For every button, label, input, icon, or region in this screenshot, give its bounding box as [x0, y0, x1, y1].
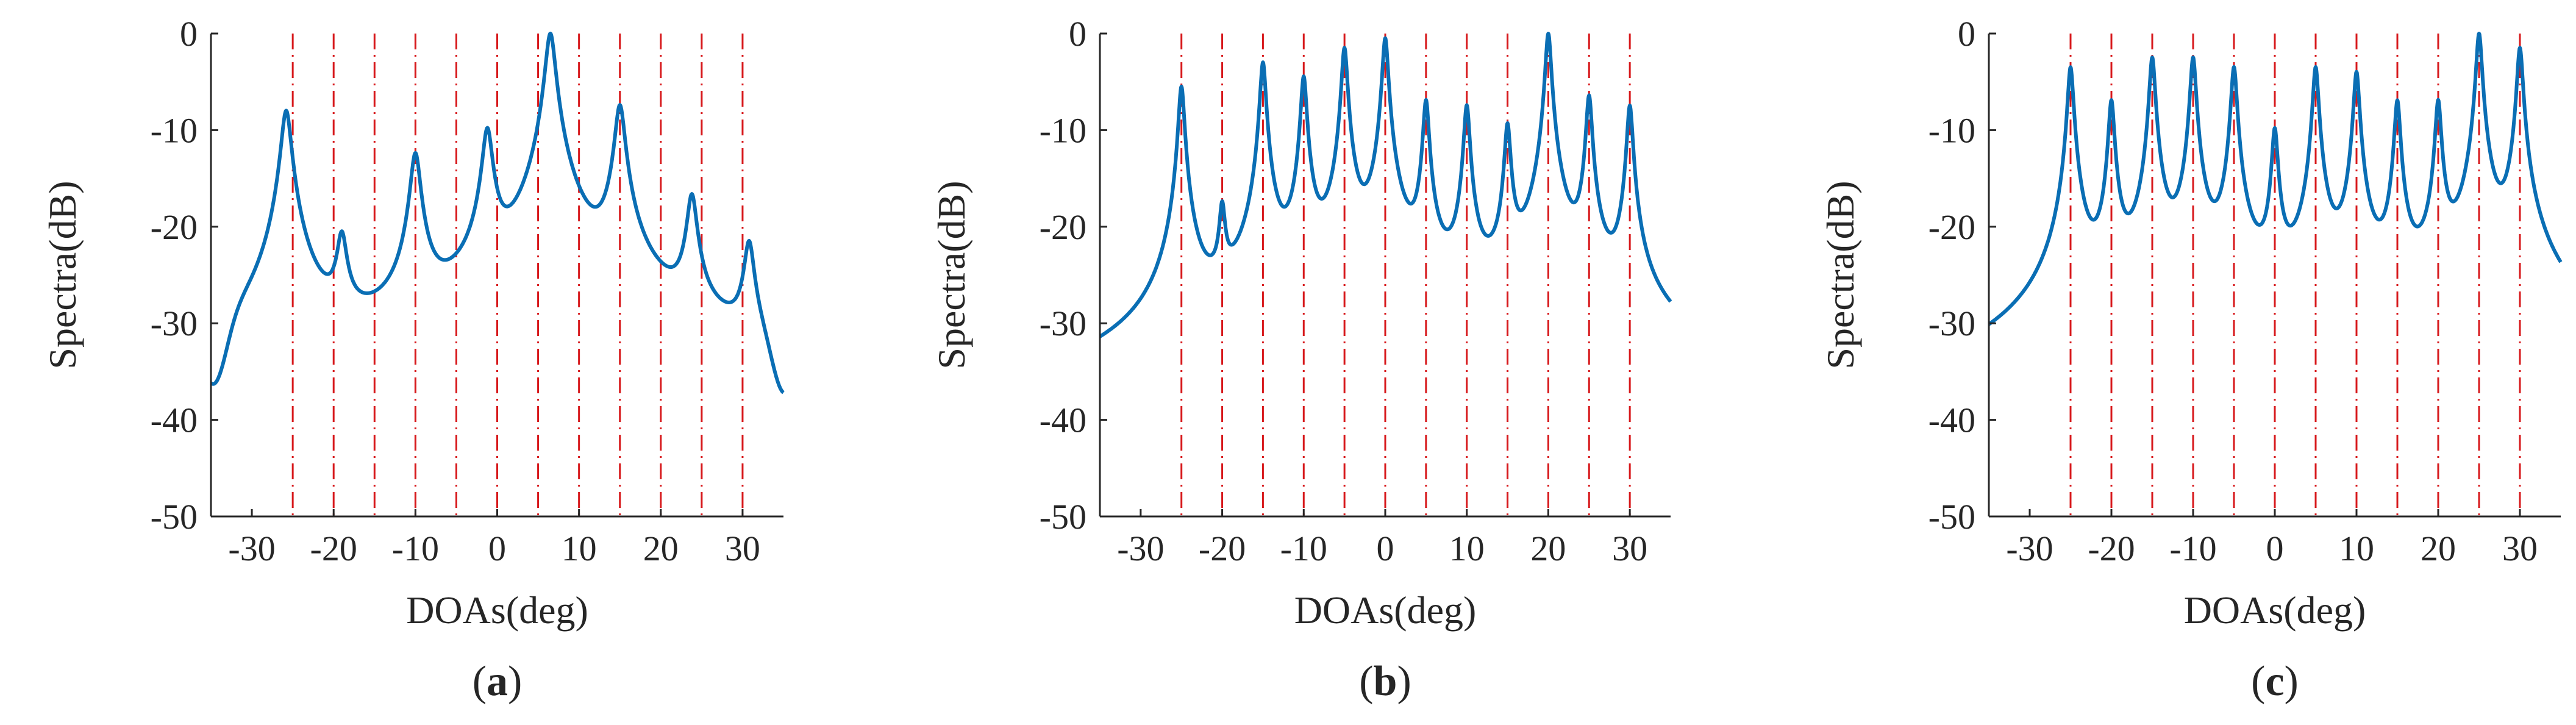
panel-b: -30 -20 -10 0 10 20 30 0 -10 -20 -30 -40 -50 DOAs(deg…	[930, 14, 1672, 705]
x-tick-label: 0	[1377, 529, 1394, 568]
x-axis-label: DOAs(deg)	[406, 588, 588, 632]
y-tick-label: -40	[1040, 401, 1086, 440]
x-axis-label: DOAs(deg)	[1294, 588, 1477, 632]
x-tick-label: 30	[725, 529, 760, 568]
x-tick-label: -10	[392, 529, 439, 568]
spectrum-curve	[1987, 32, 2563, 326]
y-tick-label: -40	[151, 401, 198, 440]
x-tick-label: 10	[2339, 529, 2374, 568]
x-tick-label: 10	[562, 529, 597, 568]
y-axis-label: Spectra(dB)	[41, 180, 84, 369]
panel-a: -30 -20 -10 0 10 20 30 0 -10 -20 -30 -40 -50 DOAs(deg…	[41, 14, 785, 705]
x-tick-label: 30	[2502, 529, 2538, 568]
y-tick-label: -30	[151, 304, 198, 343]
x-tick-label: -30	[228, 529, 275, 568]
y-axis-label: Spectra(dB)	[930, 180, 973, 369]
x-tick-label: -30	[1117, 529, 1164, 568]
y-tick-label: 0	[180, 14, 198, 54]
y-tick-label: -50	[1928, 497, 1975, 537]
x-tick-label: 20	[643, 529, 679, 568]
y-tick-label: -20	[1040, 207, 1086, 247]
y-tick-label: -50	[1040, 497, 1086, 537]
y-tick-label: 0	[1958, 14, 1975, 54]
x-tick-label: -20	[310, 529, 357, 568]
x-tick-label: -10	[1280, 529, 1327, 568]
x-tick-label: -20	[1199, 529, 1246, 568]
y-tick-label: -10	[151, 110, 198, 150]
y-tick-label: -50	[151, 497, 198, 537]
x-tick-label: 20	[1530, 529, 1566, 568]
x-tick-label: 20	[2421, 529, 2456, 568]
y-tick-label: 0	[1069, 14, 1086, 54]
y-tick-label: -30	[1040, 304, 1086, 343]
panel-caption: (c)	[2251, 658, 2299, 705]
spectrum-curve	[209, 32, 785, 395]
y-tick-label: -20	[1928, 207, 1975, 247]
x-tick-label: 10	[1449, 529, 1485, 568]
panel-c: -30 -20 -10 0 10 20 30 0 -10 -20 -30 -40 -50 DOAs(deg…	[1819, 14, 2563, 705]
x-tick-label: -20	[2088, 529, 2135, 568]
x-axis-label: DOAs(deg)	[2184, 588, 2366, 632]
y-tick-label: -20	[151, 207, 198, 247]
x-tick-label: -10	[2169, 529, 2216, 568]
y-tick-label: -10	[1040, 110, 1086, 150]
panel-caption: (a)	[473, 658, 523, 705]
panel-caption: (b)	[1359, 658, 1411, 705]
x-tick-label: 0	[488, 529, 506, 568]
y-tick-label: -10	[1928, 110, 1975, 150]
y-tick-label: -30	[1928, 304, 1975, 343]
spectrum-curve	[1098, 32, 1672, 338]
x-tick-label: -30	[2006, 529, 2053, 568]
y-axis-label: Spectra(dB)	[1819, 180, 1862, 369]
x-tick-label: 0	[2266, 529, 2284, 568]
y-tick-label: -40	[1928, 401, 1975, 440]
x-tick-label: 30	[1612, 529, 1647, 568]
